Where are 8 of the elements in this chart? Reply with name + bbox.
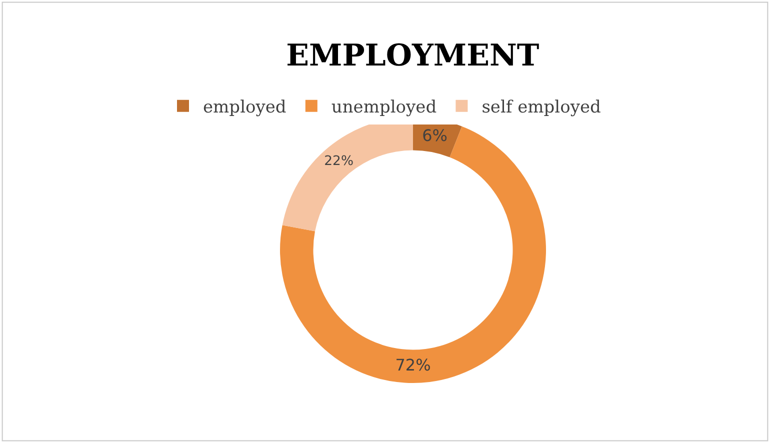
data-label: 72% <box>395 355 431 374</box>
legend-label: self employed <box>482 98 602 118</box>
legend-label: unemployed <box>331 98 437 118</box>
data-label: 6% <box>422 126 448 146</box>
data-label: 22% <box>324 154 354 169</box>
donut-slice <box>280 126 546 383</box>
legend-label: employed <box>203 98 286 118</box>
chart-title: EMPLOYMENT <box>286 38 540 74</box>
